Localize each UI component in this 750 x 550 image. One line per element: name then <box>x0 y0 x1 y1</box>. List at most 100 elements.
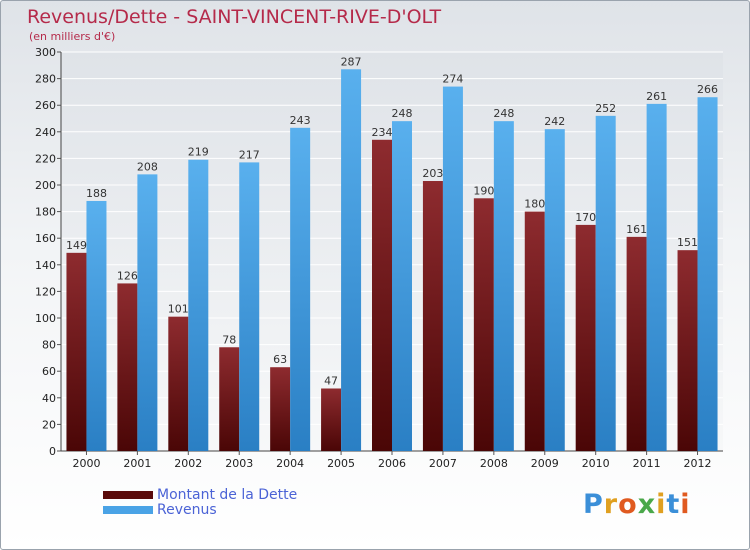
bar-debt <box>321 388 342 451</box>
data-label-revenue: 274 <box>442 73 463 86</box>
bar-revenue <box>595 115 616 451</box>
data-label-revenue: 248 <box>493 107 514 120</box>
data-label-revenue: 287 <box>341 55 362 68</box>
logo-letter: o <box>618 489 638 520</box>
y-tick-label: 200 <box>35 179 56 192</box>
data-label-revenue: 266 <box>697 83 718 96</box>
legend-item-debt: Montant de la Dette <box>103 486 298 503</box>
bar-revenue <box>239 162 260 451</box>
data-label-revenue: 208 <box>137 160 158 173</box>
logo-letter: i <box>680 489 691 520</box>
y-tick-label: 180 <box>35 206 56 219</box>
bar-debt <box>270 367 291 451</box>
data-label-revenue: 217 <box>239 148 260 161</box>
proxiti-logo: Proxiti <box>583 489 691 520</box>
bar-revenue <box>697 97 718 451</box>
y-tick-label: 220 <box>35 152 56 165</box>
data-label-revenue: 248 <box>392 107 413 120</box>
data-label-debt: 234 <box>372 126 393 139</box>
bar-debt <box>117 283 138 451</box>
y-tick-label: 140 <box>35 259 56 272</box>
data-label-debt: 47 <box>324 374 338 387</box>
data-label-revenue: 219 <box>188 146 209 159</box>
y-tick-label: 40 <box>42 392 56 405</box>
x-tick-label: 2008 <box>480 457 508 470</box>
data-label-debt: 101 <box>168 303 189 316</box>
bar-debt <box>219 347 240 451</box>
bar-revenue <box>290 127 311 451</box>
x-tick-label: 2002 <box>174 457 202 470</box>
legend-swatch-revenue <box>103 505 153 514</box>
data-label-debt: 63 <box>273 353 287 366</box>
logo-letter: r <box>603 489 619 520</box>
data-label-revenue: 261 <box>646 90 667 103</box>
x-tick-label: 2003 <box>225 457 253 470</box>
y-tick-label: 80 <box>42 339 56 352</box>
bar-debt <box>66 252 87 451</box>
x-tick-label: 2011 <box>633 457 661 470</box>
data-label-debt: 149 <box>66 239 87 252</box>
bar-debt <box>524 211 545 451</box>
x-tick-label: 2012 <box>684 457 712 470</box>
bar-revenue <box>86 200 107 451</box>
legend-label-debt: Montant de la Dette <box>157 486 298 503</box>
bar-debt <box>575 224 596 451</box>
bar-revenue <box>341 69 362 451</box>
x-tick-label: 2009 <box>531 457 559 470</box>
bar-debt <box>473 198 494 451</box>
x-tick-label: 2004 <box>276 457 304 470</box>
bar-revenue <box>442 86 463 451</box>
bar-revenue <box>392 121 412 451</box>
x-tick-label: 2010 <box>582 457 610 470</box>
bar-debt <box>372 139 392 451</box>
y-tick-label: 20 <box>42 418 56 431</box>
logo-letter: P <box>583 489 604 520</box>
data-label-revenue: 242 <box>544 115 565 128</box>
data-label-debt: 190 <box>473 184 494 197</box>
chart-subtitle: (en milliers d'€) <box>29 30 116 43</box>
y-tick-label: 0 <box>49 445 56 458</box>
y-tick-label: 280 <box>35 73 56 86</box>
y-tick-label: 100 <box>35 312 56 325</box>
x-tick-label: 2006 <box>378 457 406 470</box>
legend-item-revenue: Revenus <box>103 501 297 518</box>
x-tick-label: 2007 <box>429 457 457 470</box>
logo-letter: x <box>637 489 657 520</box>
bar-debt <box>168 316 189 451</box>
y-tick-label: 120 <box>35 285 56 298</box>
x-tick-label: 2001 <box>123 457 151 470</box>
y-tick-label: 60 <box>42 365 56 378</box>
y-tick-label: 160 <box>35 232 56 245</box>
y-tick-label: 240 <box>35 126 56 139</box>
bar-debt <box>422 181 443 451</box>
data-label-debt: 203 <box>422 167 443 180</box>
bar-revenue <box>188 159 209 452</box>
data-label-revenue: 243 <box>290 114 311 127</box>
y-tick-label: 300 <box>35 46 56 59</box>
x-tick-label: 2000 <box>72 457 100 470</box>
bar-revenue <box>544 129 565 451</box>
data-label-revenue: 188 <box>86 187 107 200</box>
legend-swatch-debt <box>103 490 153 499</box>
legend-label-revenue: Revenus <box>157 501 217 518</box>
chart-title: Revenus/Dette - SAINT-VINCENT-RIVE-D'OLT <box>27 6 442 28</box>
data-label-debt: 180 <box>524 198 545 211</box>
logo-letter: i <box>656 489 667 520</box>
bar-debt <box>626 236 647 451</box>
legend: Montant de la Dette Revenus <box>103 486 298 518</box>
data-label-debt: 161 <box>626 223 647 236</box>
bar-debt <box>677 250 698 451</box>
bar-revenue <box>137 174 158 452</box>
bar-revenue <box>493 121 514 451</box>
x-tick-label: 2005 <box>327 457 355 470</box>
data-label-debt: 126 <box>117 269 138 282</box>
logo-letter: t <box>666 489 681 520</box>
data-label-revenue: 252 <box>595 102 616 115</box>
y-tick-label: 260 <box>35 99 56 112</box>
data-label-debt: 170 <box>575 211 596 224</box>
data-label-debt: 78 <box>222 333 236 346</box>
data-label-debt: 151 <box>677 236 698 249</box>
bar-revenue <box>646 103 667 452</box>
